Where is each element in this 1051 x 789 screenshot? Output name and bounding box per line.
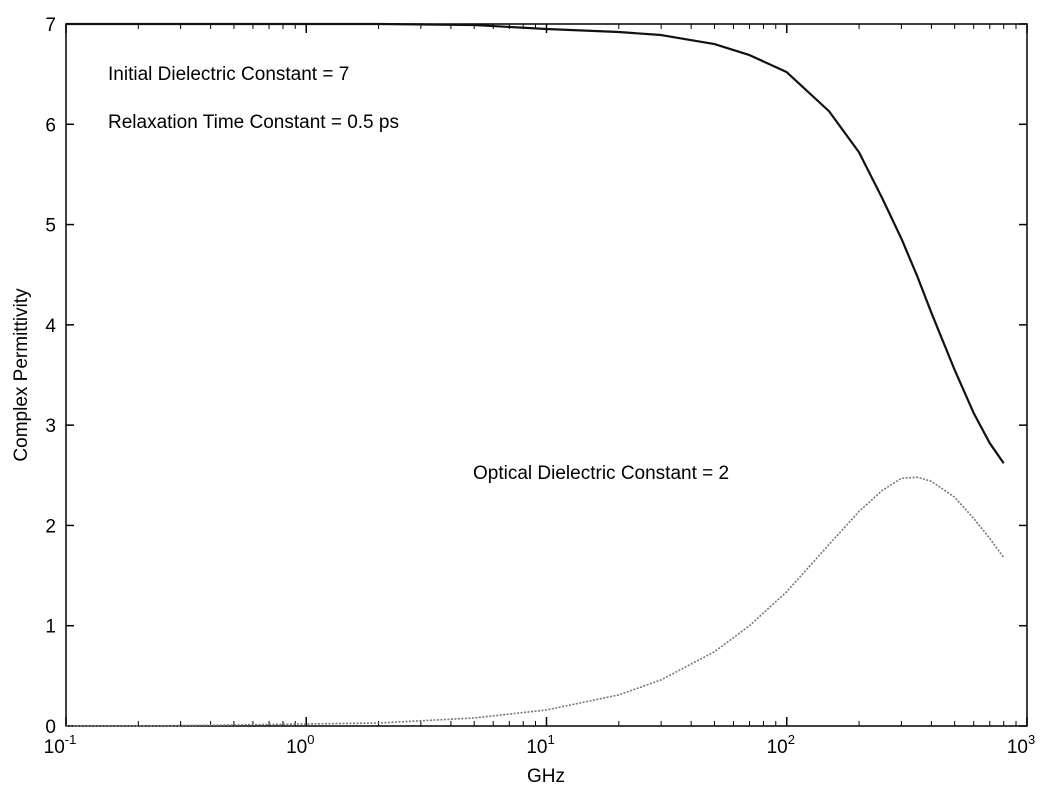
y-tick-label: 4 (45, 316, 56, 337)
x-tick-label: 103 (1007, 732, 1035, 758)
x-tick-label: 10-1 (44, 732, 77, 758)
x-tick-exponent: 2 (788, 732, 795, 747)
series-layer (66, 22, 1005, 727)
x-axis-label: GHz (527, 766, 565, 787)
y-tick-label: 3 (45, 416, 56, 437)
x-tick-base: 10 (1007, 737, 1028, 758)
x-tick-base: 10 (286, 737, 307, 758)
x-tick-label: 101 (526, 732, 554, 758)
series-line-1 (66, 22, 1005, 464)
annotation-optical-dielectric: Optical Dielectric Constant = 2 (473, 463, 729, 484)
annotation-relaxation-time: Relaxation Time Constant = 0.5 ps (108, 112, 399, 133)
x-tick-base: 10 (767, 737, 788, 758)
y-tick-label: 7 (45, 15, 56, 36)
x-tick-exponent: 1 (547, 732, 554, 747)
y-tick-label: 2 (45, 516, 56, 537)
x-tick-exponent: 3 (1028, 732, 1035, 747)
y-axis-label: Complex Permittivity (11, 288, 32, 462)
x-tick-base: 10 (526, 737, 547, 758)
annotation-initial-dielectric: Initial Dielectric Constant = 7 (108, 64, 349, 85)
y-tick-label: 5 (45, 216, 56, 237)
series-line-2 (66, 476, 1005, 727)
x-tick-base: 10 (44, 737, 65, 758)
x-tick-label: 102 (767, 732, 795, 758)
y-tick-label: 6 (45, 115, 56, 136)
y-tick-label: 0 (45, 717, 56, 738)
x-tick-label: 100 (286, 732, 314, 758)
y-tick-label: 1 (45, 617, 56, 638)
x-tick-exponent: -1 (65, 732, 77, 747)
x-tick-exponent: 0 (307, 732, 314, 747)
